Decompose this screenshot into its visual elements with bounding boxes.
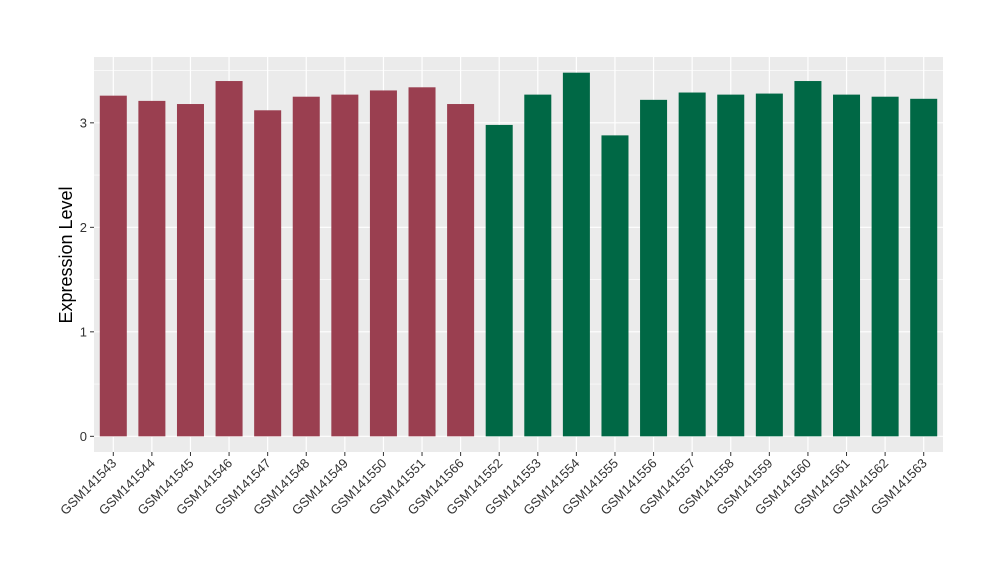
x-axis: GSM141543GSM141544GSM141545GSM141546GSM1… — [57, 452, 930, 518]
bar-GSM141544 — [138, 100, 166, 437]
y-tick-label: 2 — [80, 220, 87, 235]
bar-GSM141556 — [640, 99, 668, 437]
y-axis: 0 1 2 3 — [80, 115, 94, 444]
bar-GSM141550 — [369, 90, 397, 437]
bar-GSM141562 — [871, 96, 899, 437]
bar-GSM141548 — [292, 96, 320, 437]
bars — [99, 72, 938, 437]
bar-GSM141561 — [833, 94, 861, 437]
bar-GSM141545 — [176, 104, 204, 437]
bar-GSM141553 — [524, 94, 552, 437]
bar-GSM141558 — [717, 94, 745, 437]
bar-GSM141557 — [678, 92, 706, 437]
bar-GSM141559 — [755, 93, 783, 437]
bar-GSM141563 — [910, 98, 938, 437]
y-tick-label: 0 — [80, 429, 87, 444]
bar-GSM141546 — [215, 81, 243, 437]
bar-GSM141566 — [447, 104, 475, 437]
y-axis-title: Expression Level — [56, 186, 76, 323]
bar-GSM141552 — [485, 124, 513, 437]
bar-GSM141549 — [331, 94, 359, 437]
bar-GSM141555 — [601, 135, 629, 437]
bar-GSM141560 — [794, 81, 822, 437]
y-tick-label: 1 — [80, 324, 87, 339]
bar-GSM141547 — [254, 110, 282, 437]
bar-GSM141551 — [408, 87, 436, 437]
bar-GSM141543 — [99, 95, 127, 437]
bar-GSM141554 — [562, 72, 590, 437]
y-tick-label: 3 — [80, 115, 87, 130]
